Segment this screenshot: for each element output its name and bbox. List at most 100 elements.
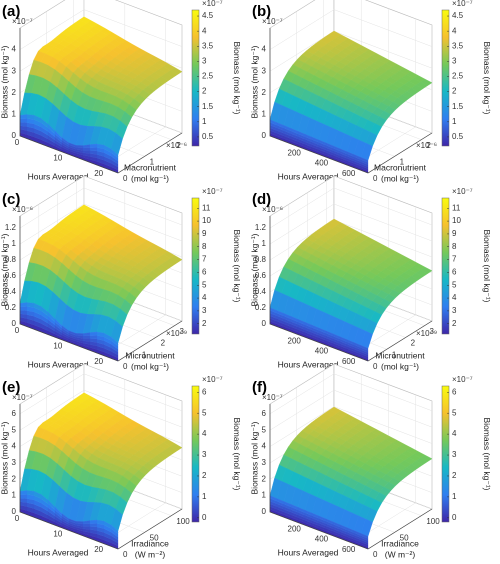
y-tick-label: 0: [123, 362, 128, 371]
x-tick-label: 10: [53, 342, 62, 351]
y-tick-label: 100: [176, 517, 190, 526]
x-axis-label: Hours Averaged: [278, 359, 339, 369]
grid-line: [351, 394, 416, 544]
z-exponent: ×10⁻⁷: [12, 393, 33, 402]
colorbar-tick-label: 5: [202, 408, 207, 417]
y-axis-label: Macronutrient: [124, 162, 177, 172]
surface-skirt: [19, 310, 28, 315]
grid-line: [269, 203, 433, 245]
y-axis-label: (W m⁻²): [135, 549, 166, 559]
colorbar-tick-label: 1.5: [452, 102, 464, 111]
grid-line: [269, 187, 433, 229]
x-tick-label: 20: [94, 545, 103, 554]
z-tick-label: 3: [12, 66, 17, 75]
y-axis-label: (W m⁻²): [385, 549, 416, 559]
colorbar-tick-label: 5: [452, 280, 457, 289]
y-tick-label: 0: [373, 550, 378, 559]
x-tick-label: 0: [15, 138, 20, 147]
z-exponent: ×10⁻⁷: [262, 17, 283, 26]
z-exponent: ×10⁻⁷: [12, 17, 33, 26]
colorbar-tick-label: 5: [452, 408, 457, 417]
surface-skirt: [89, 143, 98, 148]
colorbar: [441, 9, 450, 147]
y-tick-label: 1: [400, 157, 405, 166]
z-tick-label: 1: [12, 110, 17, 119]
z-tick-label: 1: [262, 110, 267, 119]
colorbar-tick-label: 3.5: [452, 41, 464, 50]
colorbar-tick-label: 7: [452, 255, 457, 264]
axis-line: [19, 404, 183, 550]
colorbar-tick-label: 2: [452, 471, 457, 480]
x-tick-label: 10: [53, 154, 62, 163]
x-tick-label: 600: [342, 545, 356, 554]
y-exponent: ×10⁻⁹: [166, 329, 187, 338]
z-tick-label: 2: [262, 88, 267, 97]
colorbar-tick-label: 3: [202, 306, 207, 315]
surface-skirt: [75, 333, 84, 337]
surface-skirt: [360, 345, 369, 351]
colorbar-tick-label: 6: [202, 387, 207, 396]
colorbar-tick-label: 3: [202, 56, 207, 65]
z-axis-label: Biomass (mol kg⁻¹): [0, 421, 9, 494]
x-tick-label: 200: [288, 148, 302, 157]
axis-line: [19, 28, 183, 174]
colorbar-tick-label: 2: [202, 319, 207, 328]
y-exponent: ×10⁻⁶: [166, 141, 187, 150]
z-tick-label: 2: [12, 88, 17, 97]
x-tick-label: 200: [288, 524, 302, 533]
y-axis-label: Macronutrient: [374, 162, 427, 172]
y-axis-label: Irradiance: [131, 538, 169, 548]
panel: 00.20.40.60.811.2010200123(c)×10⁻⁶×10⁻⁹B…: [0, 175, 242, 371]
colorbar-tick-label: 11: [202, 203, 211, 212]
z-tick-label: 6: [262, 409, 267, 418]
y-tick-label: 0: [373, 174, 378, 183]
x-tick-label: 600: [342, 169, 356, 178]
x-tick-label: 20: [94, 169, 103, 178]
colorbar-tick-label: 1: [202, 117, 207, 126]
colorbar-tick-label: 5: [202, 280, 207, 289]
z-tick-label: 1.2: [255, 223, 267, 232]
axis-line: [269, 28, 433, 174]
colorbar-tick-label: 4: [452, 293, 457, 302]
surface-skirt: [89, 331, 98, 336]
colorbar-tick-label: 4: [202, 429, 207, 438]
z-tick-label: 5: [262, 425, 267, 434]
surface-skirt: [360, 533, 369, 539]
z-tick-label: 4: [262, 45, 267, 54]
colorbar-tick-label: 3: [452, 56, 457, 65]
z-tick-label: 4: [12, 45, 17, 54]
panel-label: (e): [2, 379, 20, 396]
z-tick-label: 0.2: [255, 303, 267, 312]
y-axis-label: Irradiance: [381, 538, 419, 548]
colorbar: [441, 385, 450, 523]
y-exponent: ×10⁻⁹: [416, 329, 437, 338]
z-tick-label: 0.4: [255, 287, 267, 296]
z-axis-label: Biomass (mol kg⁻¹): [249, 421, 259, 494]
colorbar-tick-label: 1: [452, 117, 457, 126]
y-axis-label: (mol kg⁻¹): [381, 361, 419, 371]
z-tick-label: 0: [262, 507, 267, 516]
colorbar-tick-label: 2.5: [202, 72, 214, 81]
panel-label: (d): [252, 191, 271, 208]
z-exponent: ×10⁻⁷: [262, 393, 283, 402]
colorbar-tick-label: 1.5: [202, 102, 214, 111]
y-tick-label: 0: [123, 174, 128, 183]
grid-line: [269, 373, 433, 415]
z-tick-label: 1: [12, 239, 17, 248]
colorbar-tick-label: 10: [202, 216, 211, 225]
surface-skirt: [110, 148, 119, 159]
colorbar-label: Biomass (mol kg⁻¹): [232, 42, 242, 115]
grid-line: [269, 389, 433, 431]
y-tick-label: 1: [392, 350, 397, 359]
panel: 0 0.2 0.4 0.6 0.8 1 1.2 200 400 600 0 1 2 3 (d)×10⁻⁶ ×1…: [249, 175, 492, 371]
colorbar-tick-label: 10: [452, 216, 461, 225]
colorbar-tick-label: 4.5: [452, 11, 464, 20]
grid-line: [101, 206, 166, 356]
y-tick-label: 3: [429, 327, 434, 336]
colorbar-tick-label: 11: [452, 203, 461, 212]
x-tick-label: 600: [342, 357, 356, 366]
z-tick-label: 2: [12, 474, 17, 483]
grid-line: [101, 18, 166, 168]
